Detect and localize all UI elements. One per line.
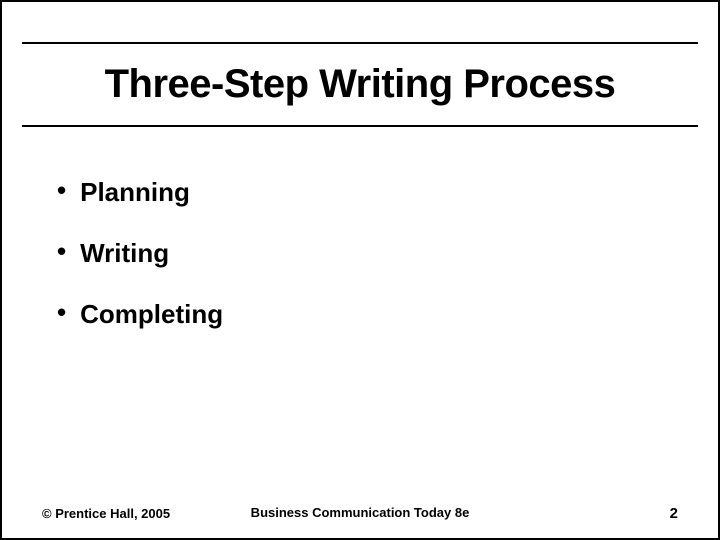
bullet-text: Planning: [80, 177, 190, 208]
bullet-text: Writing: [80, 238, 169, 269]
bullet-text: Completing: [80, 299, 223, 330]
bullet-dot-icon: •: [57, 299, 66, 325]
bullet-item: • Planning: [57, 177, 663, 208]
footer-page-number: 2: [670, 505, 678, 522]
bullet-item: • Completing: [57, 299, 663, 330]
bullet-dot-icon: •: [57, 238, 66, 264]
footer-title: Business Communication Today 8e: [251, 505, 470, 520]
footer-copyright: © Prentice Hall, 2005: [42, 506, 170, 521]
bullet-dot-icon: •: [57, 177, 66, 203]
bullet-list: • Planning • Writing • Completing: [57, 177, 663, 360]
slide-container: Three-Step Writing Process • Planning • …: [0, 0, 720, 540]
bullet-item: • Writing: [57, 238, 663, 269]
slide-footer: © Prentice Hall, 2005 Business Communica…: [42, 505, 678, 522]
slide-title: Three-Step Writing Process: [22, 62, 698, 107]
title-box: Three-Step Writing Process: [22, 42, 698, 127]
